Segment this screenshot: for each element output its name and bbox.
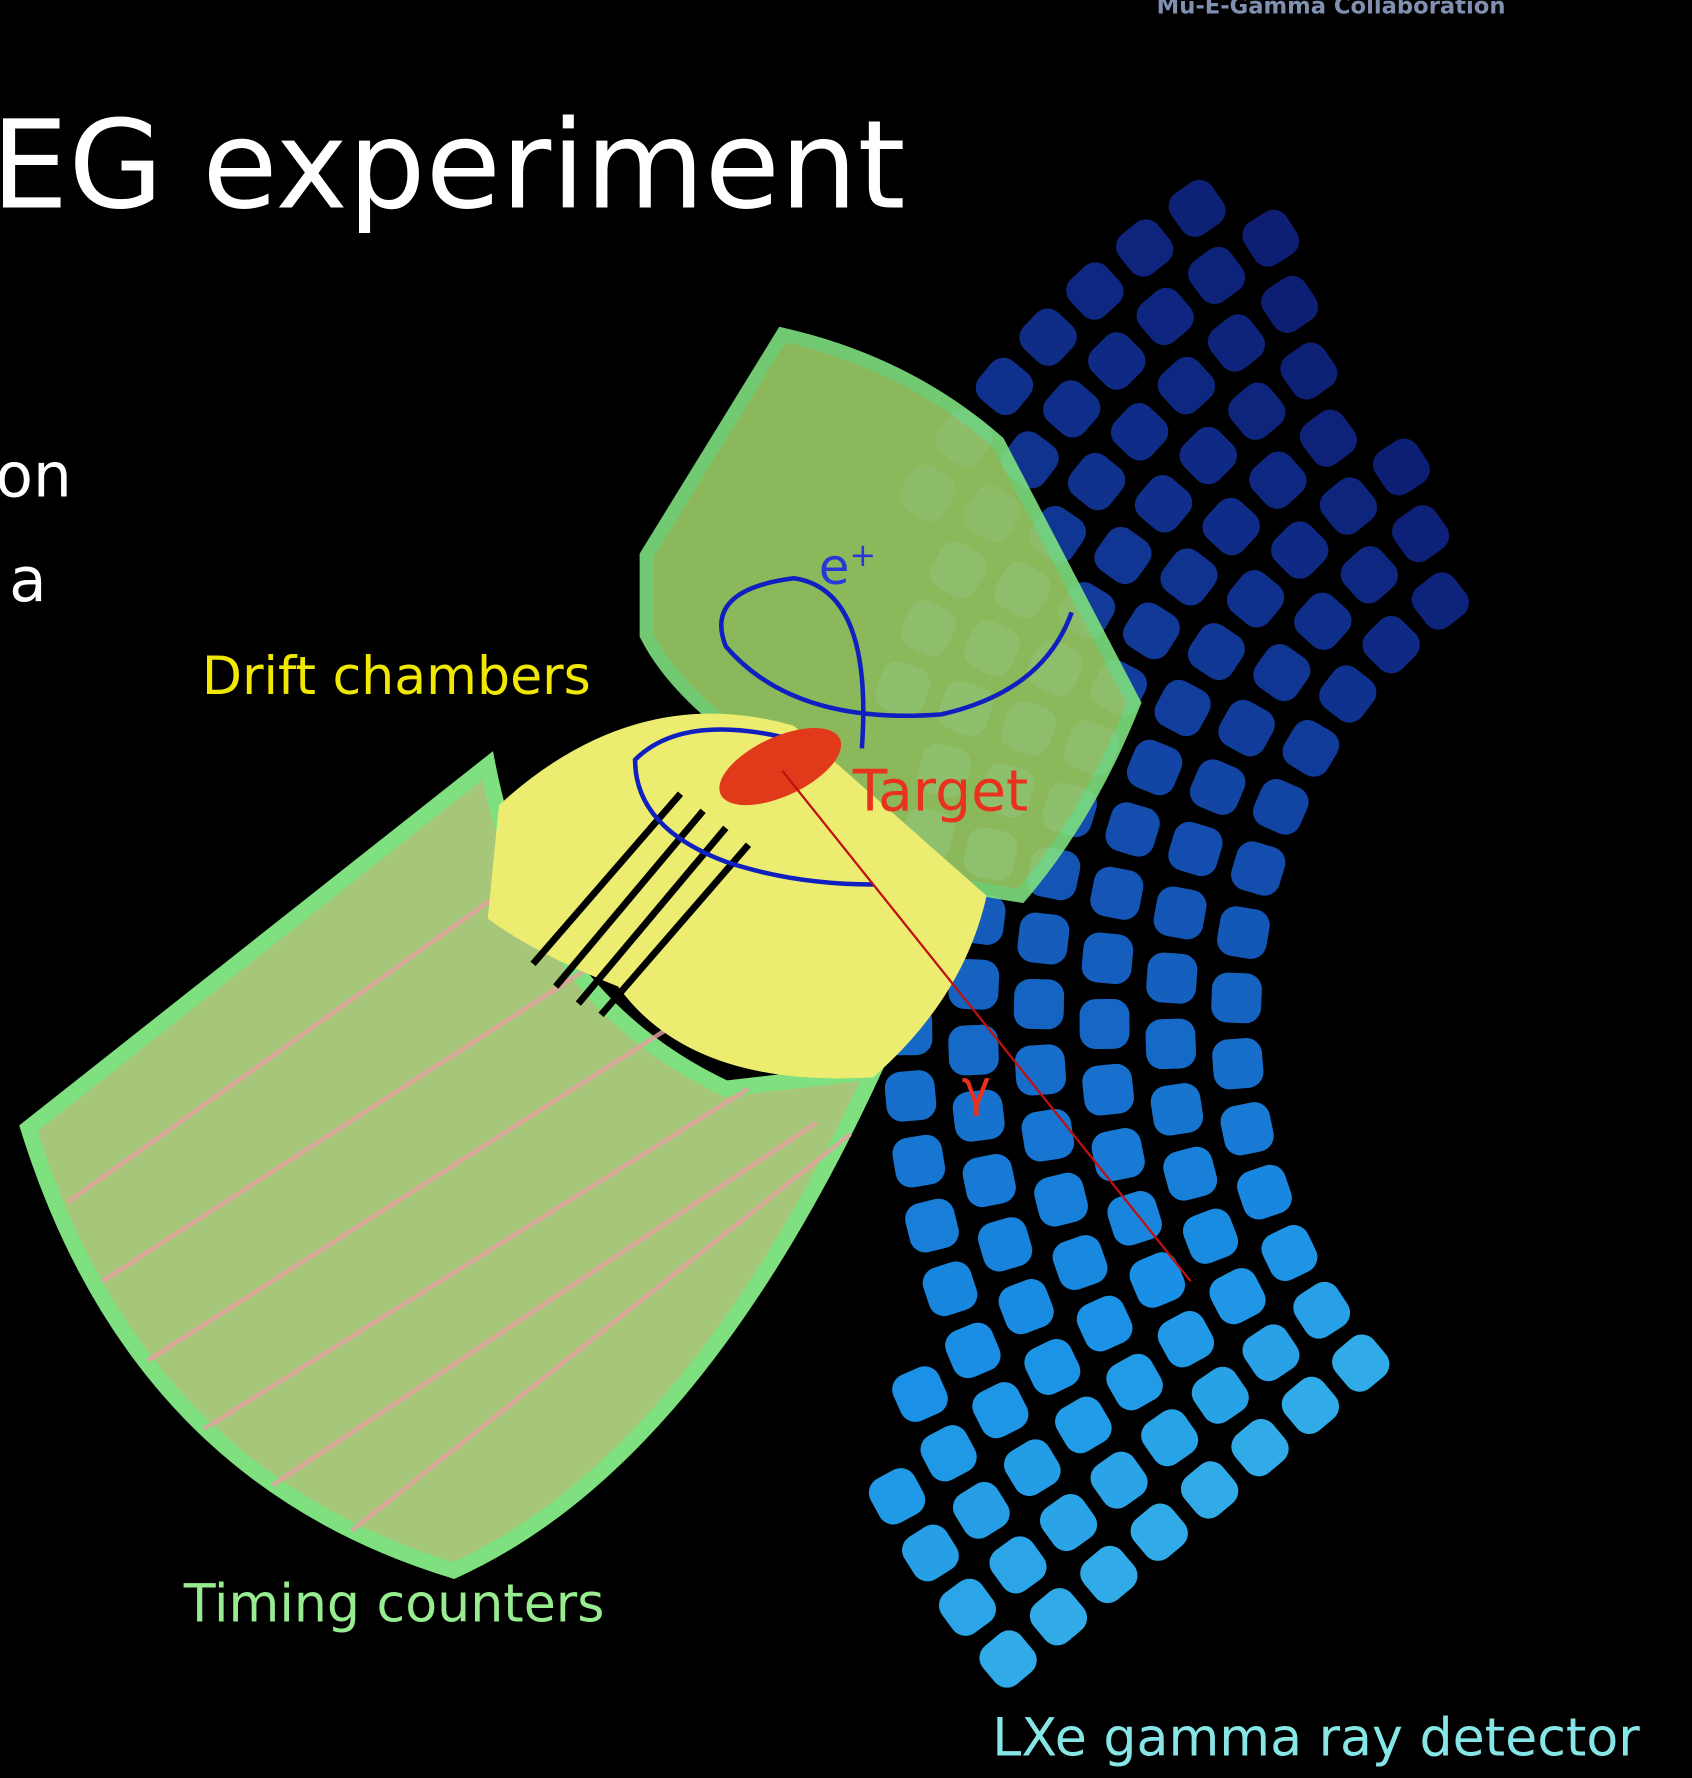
page: {"header": {"title": "EG experiment", "c… bbox=[0, 0, 1692, 1778]
detector-cell bbox=[1081, 1062, 1136, 1117]
detector-cell bbox=[1079, 999, 1129, 1049]
detector-cell bbox=[1211, 972, 1263, 1024]
body-text: on bbox=[0, 441, 72, 512]
detector-cell bbox=[1211, 1037, 1265, 1091]
positron-sup: + bbox=[849, 538, 876, 574]
slide-title: EG experiment bbox=[0, 94, 906, 237]
detector-cell bbox=[1145, 1018, 1197, 1070]
detector-cell bbox=[1013, 979, 1064, 1030]
lxe-detector-label: LXe gamma ray detector bbox=[992, 1708, 1640, 1768]
positron-base: e bbox=[819, 538, 850, 596]
detector-cell bbox=[1080, 931, 1134, 985]
detector-cell bbox=[1149, 1081, 1206, 1138]
body-text: a bbox=[9, 545, 47, 616]
detector-cell bbox=[884, 1069, 938, 1123]
detector-cell bbox=[1019, 1107, 1076, 1164]
gamma-label: γ bbox=[962, 1060, 992, 1118]
detector-cell bbox=[1145, 951, 1198, 1004]
credit: Mu-E-Gamma Collaboration bbox=[1157, 0, 1506, 20]
timing-counters-label: Timing counters bbox=[183, 1575, 605, 1635]
slide: EG experiment Mu-E-Gamma Collaboration o… bbox=[0, 0, 1692, 1778]
target-label: Target bbox=[852, 759, 1028, 825]
drift-chambers-label: Drift chambers bbox=[202, 647, 591, 707]
detector-cell bbox=[1016, 911, 1071, 966]
